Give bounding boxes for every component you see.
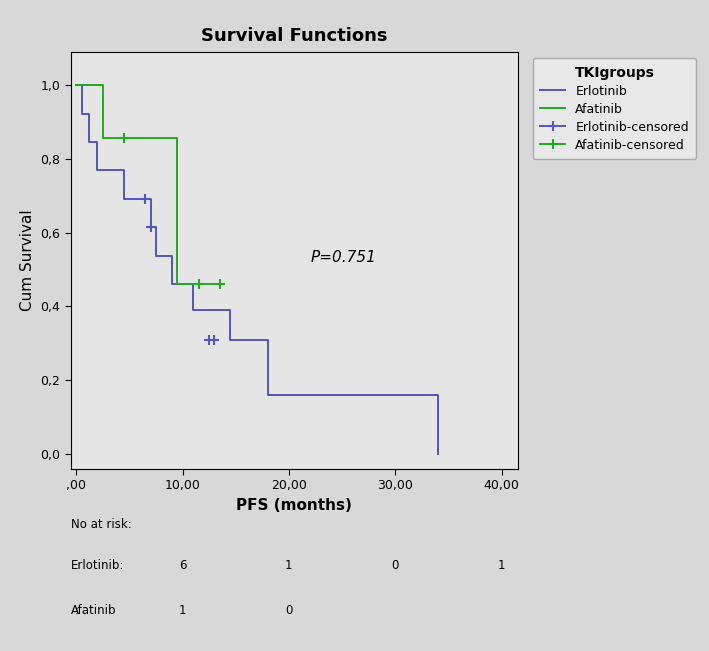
Text: 1: 1 (179, 604, 186, 617)
Text: 0: 0 (391, 559, 399, 572)
Text: 1: 1 (285, 559, 293, 572)
Text: :: : (74, 604, 78, 617)
Text: No at risk:: No at risk: (71, 518, 132, 531)
Text: 0: 0 (285, 604, 293, 617)
X-axis label: PFS (months): PFS (months) (236, 498, 352, 513)
Text: Erlotinib:: Erlotinib: (71, 559, 124, 572)
Y-axis label: Cum Survival: Cum Survival (20, 210, 35, 311)
Text: Afatinib: Afatinib (71, 604, 116, 617)
Text: 1: 1 (498, 559, 506, 572)
Title: Survival Functions: Survival Functions (201, 27, 388, 45)
Text: P=0.751: P=0.751 (311, 250, 376, 265)
Text: 6: 6 (179, 559, 186, 572)
Legend: Erlotinib, Afatinib, Erlotinib-censored, Afatinib-censored: Erlotinib, Afatinib, Erlotinib-censored,… (532, 59, 696, 159)
